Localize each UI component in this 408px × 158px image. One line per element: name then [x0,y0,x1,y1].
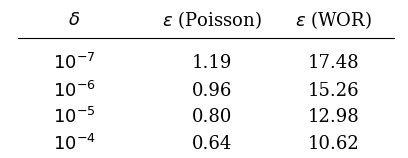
Text: 0.64: 0.64 [192,135,232,153]
Text: 10.62: 10.62 [308,135,359,153]
Text: 1.19: 1.19 [192,54,232,72]
Text: $10^{-7}$: $10^{-7}$ [53,53,95,73]
Text: 15.26: 15.26 [308,82,359,100]
Text: $\delta$: $\delta$ [68,11,80,29]
Text: 0.80: 0.80 [192,108,232,126]
Text: $10^{-5}$: $10^{-5}$ [53,107,95,127]
Text: 0.96: 0.96 [192,82,232,100]
Text: $\varepsilon$ (WOR): $\varepsilon$ (WOR) [295,9,372,31]
Text: 17.48: 17.48 [308,54,359,72]
Text: $10^{-6}$: $10^{-6}$ [53,80,96,101]
Text: $\varepsilon$ (Poisson): $\varepsilon$ (Poisson) [162,9,262,31]
Text: 12.98: 12.98 [308,108,359,126]
Text: $10^{-4}$: $10^{-4}$ [53,134,96,154]
